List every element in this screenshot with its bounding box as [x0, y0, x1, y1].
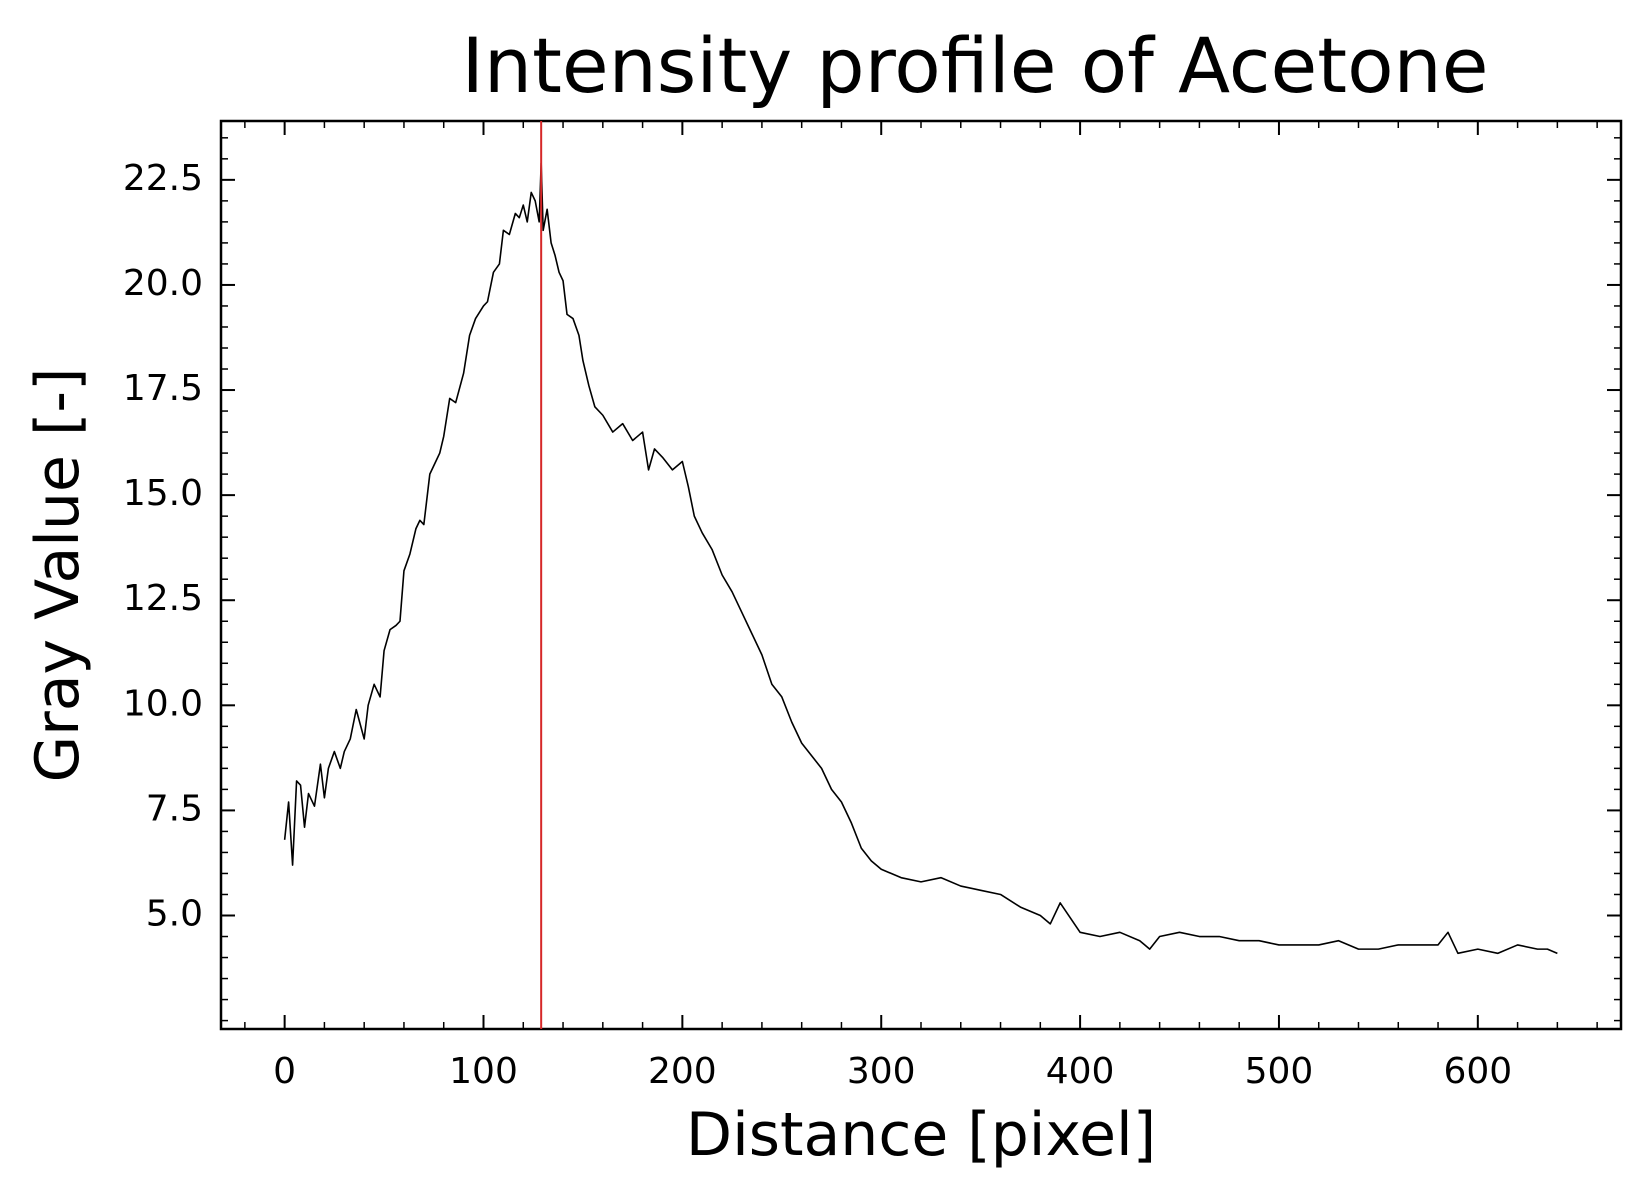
- x-tick-label: 300: [847, 1051, 916, 1092]
- minor-ticks: [221, 121, 1621, 1029]
- y-tick-label: 22.5: [123, 158, 203, 199]
- tick-labels: 0 100 200 300 400 500 600 5.0 7.5 10.0 12.5 15.0 17.…: [123, 158, 1512, 1092]
- x-tick-label: 100: [449, 1051, 518, 1092]
- x-tick-label: 400: [1046, 1051, 1115, 1092]
- gray-value-series-line: [283, 162, 1558, 955]
- y-tick-label: 15.0: [123, 473, 203, 514]
- y-tick-label: 10.0: [123, 683, 203, 724]
- y-tick-label: 17.5: [123, 368, 203, 409]
- major-ticks: [221, 121, 1621, 1029]
- y-axis-label: Gray Value [-]: [23, 368, 93, 783]
- x-tick-label: 0: [273, 1051, 296, 1092]
- y-tick-label: 20.0: [123, 263, 203, 304]
- x-tick-label: 600: [1443, 1051, 1512, 1092]
- y-tick-label: 5.0: [146, 894, 203, 935]
- x-axis-label: Distance [pixel]: [686, 1100, 1156, 1170]
- chart-title: Intensity profile of Acetone: [461, 21, 1488, 110]
- x-tick-label: 200: [648, 1051, 717, 1092]
- x-tick-label: 500: [1245, 1051, 1314, 1092]
- y-tick-label: 12.5: [123, 578, 203, 619]
- y-tick-label: 7.5: [146, 788, 203, 829]
